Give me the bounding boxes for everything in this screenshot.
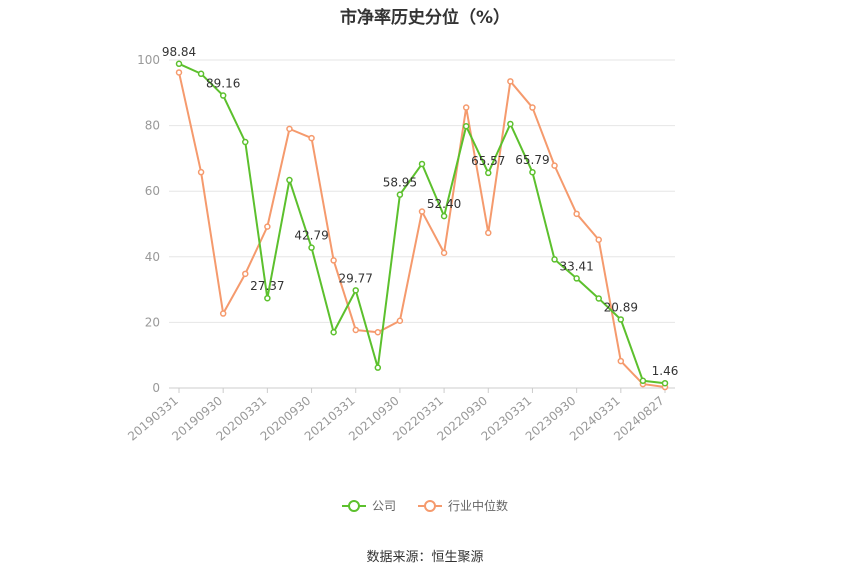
axes: 0204060801002019033120190930202003312020… [125,53,675,444]
series-1-point [529,104,536,111]
series-1-point [507,78,514,85]
legend-item-industry-median[interactable]: 行业中位数 [418,497,508,514]
chart-plot: 0204060801002019033120190930202003312020… [125,45,679,444]
series-0-point [440,212,448,220]
series-line-1 [178,72,666,389]
series-0-point [308,244,315,251]
data-label: 65.57 [471,154,505,168]
data-labels: 98.84 89.16 27.37 42.79 29.77 58.95 52.40 65.57… [162,45,679,378]
series-line-0 [178,62,666,385]
data-label: 98.84 [162,45,196,59]
series-0-point [595,295,602,302]
legend-label-industry-median: 行业中位数 [448,499,509,513]
series-0-point [242,138,249,146]
series-0-point [485,169,492,177]
grid-lines [169,59,675,323]
data-label: 27.37 [250,279,284,293]
series-0-point [507,120,514,128]
series-0-point [330,328,337,336]
series-lines [175,60,669,391]
series-0-point [529,168,536,176]
chart-title: 市净率历史分位（%） [339,8,511,28]
series-1-point [286,125,293,133]
data-label: 29.77 [339,271,373,285]
legend-label-company: 公司 [371,499,396,513]
series-0-point [661,379,669,387]
series-0-point [396,191,404,198]
series-1-point [197,168,205,176]
data-label: 65.79 [515,153,549,167]
data-label: 1.46 [652,364,679,378]
y-tick-label: 0 [152,381,160,395]
series-1-point [595,236,602,243]
series-0-point [175,60,183,68]
series-0-point [374,364,382,371]
series-1-point [485,229,492,237]
legend-swatch-industry-median [418,499,442,513]
series-0-point [573,275,580,282]
series-0-point [418,160,426,168]
series-0-point [462,123,470,130]
series-0-point [352,287,359,294]
series-1-point [440,249,448,257]
data-label: 52.40 [427,197,461,211]
series-1-point [242,270,249,278]
y-tick-label: 100 [137,53,160,67]
series-1-point [374,328,382,336]
series-1-point [175,69,183,76]
series-0-point [639,377,647,385]
data-label: 33.41 [559,259,593,273]
data-label: 20.89 [604,300,638,314]
y-tick-label: 40 [145,250,160,264]
series-1-point [551,162,558,169]
series-1-point [352,326,359,334]
y-tick-label: 20 [145,315,160,329]
series-1-point [573,210,580,218]
legend-swatch-company [341,499,366,513]
series-1-point [418,208,426,215]
series-1-point [330,257,337,264]
series-0-point [286,176,293,184]
series-0-point [617,316,625,323]
source-note: 数据来源：恒生聚源 [366,550,484,565]
series-1-point [308,134,315,142]
series-1-point [617,357,625,365]
series-1-point [462,104,470,111]
series-1-point [264,223,271,230]
series-1-point [219,310,227,317]
series-0-point [264,294,271,302]
legend: 公司 行业中位数 [0,497,850,514]
y-tick-label: 60 [145,184,160,198]
data-label: 58.95 [383,176,417,190]
legend-item-company[interactable]: 公司 [341,497,396,514]
series-1-point [396,317,404,325]
y-tick-label: 80 [145,119,160,133]
data-label: 42.79 [294,229,328,243]
series-0-point [219,92,227,99]
series-0-point [551,256,558,263]
data-label: 89.16 [206,77,240,91]
series-0-point [197,70,205,78]
